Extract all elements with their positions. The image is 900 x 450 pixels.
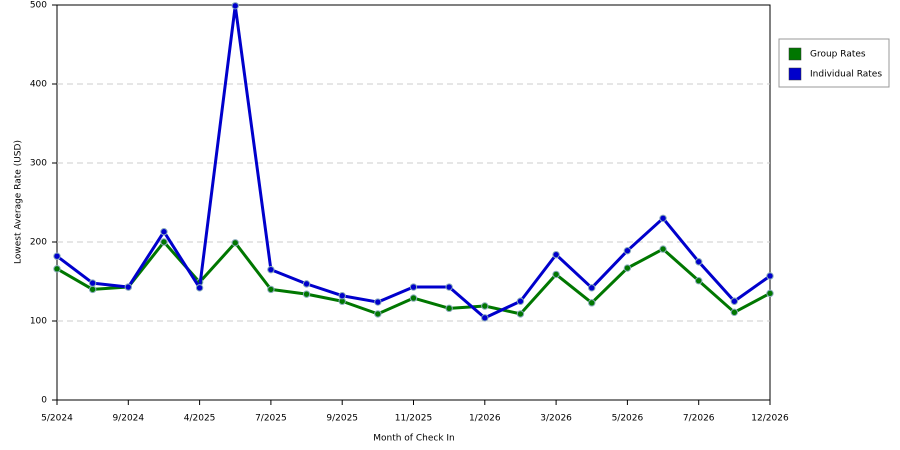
y-tick-label: 400 [30,80,47,90]
x-tick-label: 11/2025 [395,414,432,424]
data-point [231,2,239,10]
legend-label: Group Rates [810,50,866,60]
x-tick-label: 9/2025 [326,414,358,424]
y-tick-label: 0 [41,396,47,406]
data-point [267,265,275,274]
x-tick-label: 4/2025 [184,414,216,424]
data-point [481,302,489,310]
data-point [516,297,525,305]
data-point [374,298,382,306]
data-point [302,280,311,288]
data-point [338,292,346,300]
y-tick-label: 100 [30,317,47,327]
plot-frame [56,4,771,401]
data-point [766,272,774,280]
y-tick-label: 300 [30,159,47,169]
data-point [267,285,275,294]
x-tick-label: 5/2024 [41,414,73,424]
y-axis-label: Lowest Average Rate (USD) [14,140,24,264]
data-point [659,245,667,253]
data-point [302,290,311,298]
data-point [552,250,560,259]
data-point [552,270,560,279]
data-point [160,238,168,246]
data-point [516,310,525,318]
data-point [53,252,61,260]
legend-swatch [788,67,802,81]
data-point [445,304,453,313]
x-tick-label: 12/2026 [751,414,789,424]
data-point [409,283,418,291]
legend-swatch [788,47,802,61]
series-line [56,4,771,320]
data-point [124,283,133,291]
data-point [695,258,703,266]
data-point [623,246,632,255]
legend-label: Individual Rates [810,70,882,80]
data-point [53,265,61,273]
data-point [409,294,418,302]
x-tick-label: 5/2026 [612,414,644,424]
x-tick-label: 7/2025 [255,414,287,424]
data-point [588,284,596,292]
data-point [195,284,204,292]
data-point [88,285,97,294]
data-point [623,264,632,272]
x-tick-label: 9/2024 [112,414,144,424]
data-point [231,239,239,247]
y-tick-label: 500 [30,1,47,11]
data-point [766,289,774,298]
data-point [588,299,596,307]
data-point [88,279,97,287]
x-tick-label: 7/2026 [683,414,715,424]
x-tick-label: 1/2026 [469,414,501,424]
data-point [374,310,382,318]
data-point [695,277,703,285]
data-point [160,228,168,236]
data-point [481,314,489,322]
data-point [659,214,667,223]
data-point [445,283,453,291]
x-axis-label: Month of Check In [373,434,455,444]
data-point [730,297,739,305]
x-tick-label: 3/2026 [540,414,572,424]
y-tick-label: 200 [30,238,47,248]
data-point [730,308,739,317]
